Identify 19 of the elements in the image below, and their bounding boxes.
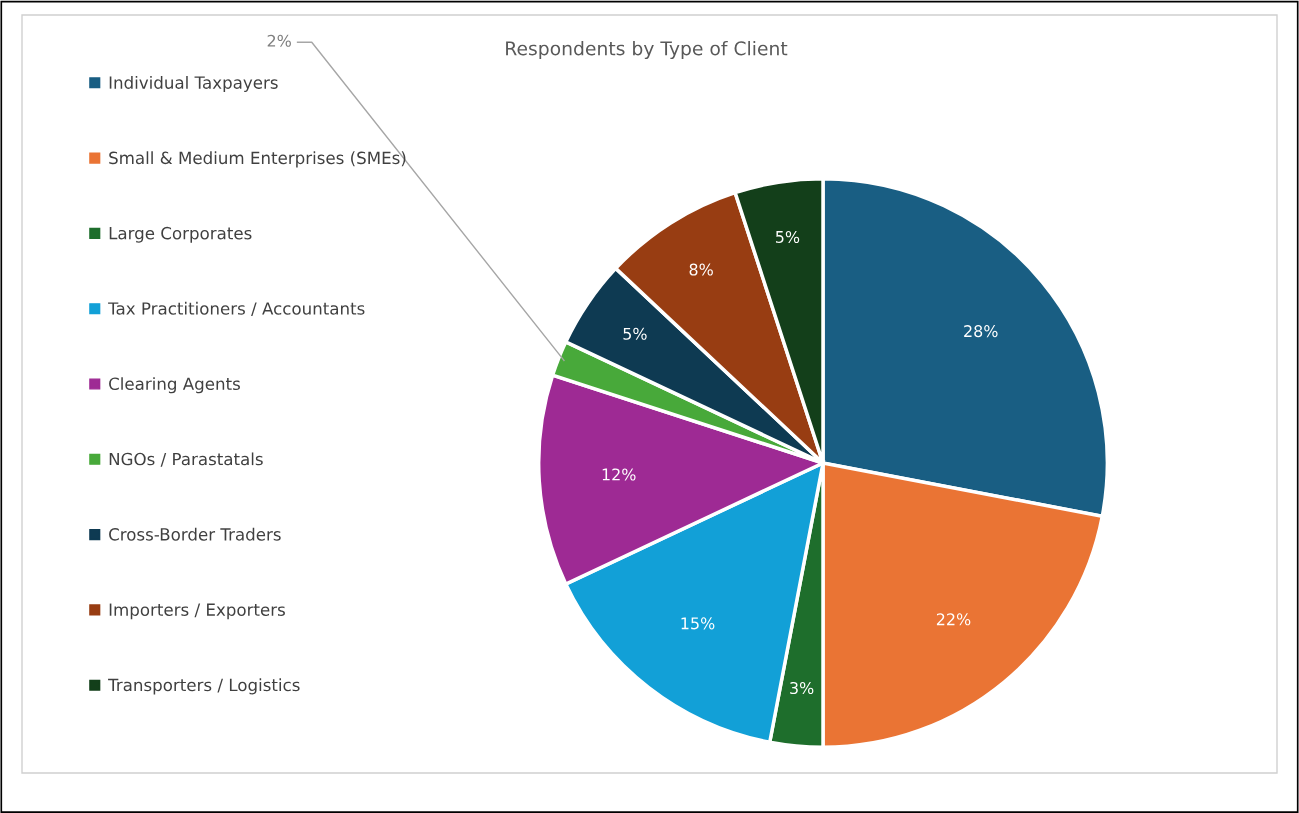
data-label: 15% bbox=[681, 617, 715, 630]
data-label: 2% bbox=[267, 34, 291, 47]
data-label: 5% bbox=[623, 327, 647, 340]
data-label: 12% bbox=[602, 468, 636, 481]
data-label: 28% bbox=[964, 325, 998, 338]
data-label: 8% bbox=[689, 263, 713, 276]
legend-label: NGOs / Parastatals bbox=[109, 452, 263, 467]
data-label: 22% bbox=[936, 613, 971, 626]
data-label: 3% bbox=[790, 681, 814, 695]
legend-label: Small & Medium Enterprises (SMEs) bbox=[109, 151, 406, 168]
legend-label: Large Corporates bbox=[109, 226, 252, 243]
data-label: 5% bbox=[775, 230, 800, 243]
legend-label: Importers / Exporters bbox=[109, 603, 285, 620]
legend-label: Transporters / Logistics bbox=[108, 678, 300, 695]
legend-label: Individual Taxpayers bbox=[109, 75, 278, 93]
legend-label: Cross-Border Traders bbox=[109, 527, 281, 541]
legend-label: Clearing Agents bbox=[109, 377, 240, 394]
chart-title: Respondents by Type of Client bbox=[506, 40, 788, 60]
legend-label: Tax Practitioners / Accountants bbox=[108, 301, 365, 317]
